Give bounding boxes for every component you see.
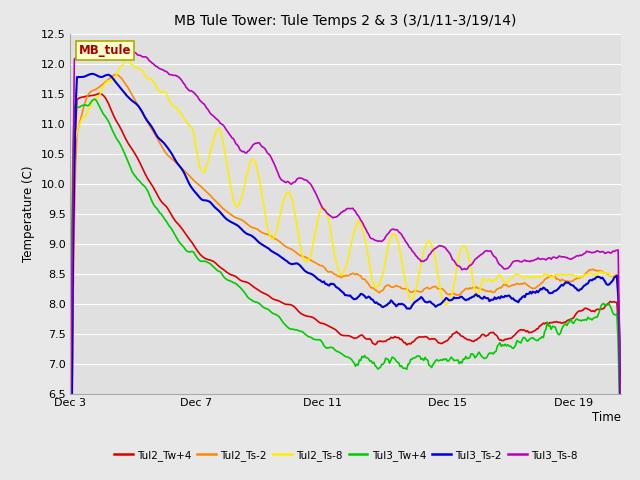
Tul3_Tw+4	[67, 464, 74, 470]
Tul3_Tw+4	[90, 96, 98, 102]
Tul2_Ts-8	[617, 477, 625, 480]
Tul2_Tw+4	[595, 307, 602, 312]
Tul2_Ts-8	[85, 107, 93, 112]
Tul3_Tw+4	[340, 352, 348, 358]
Tul3_Ts-8	[130, 48, 138, 54]
Tul2_Ts-8	[340, 268, 348, 274]
Tul2_Ts-8	[314, 218, 321, 224]
Tul3_Ts-8	[252, 140, 259, 146]
X-axis label: Time: Time	[592, 411, 621, 424]
Tul2_Ts-2	[340, 273, 348, 278]
Tul3_Tw+4	[521, 335, 529, 341]
Tul2_Ts-8	[252, 159, 259, 165]
Tul3_Ts-8	[85, 55, 93, 60]
Tul2_Ts-2	[617, 463, 625, 468]
Tul2_Ts-2	[595, 268, 602, 274]
Tul2_Ts-8	[67, 399, 74, 405]
Tul2_Tw+4	[340, 333, 348, 338]
Tul3_Tw+4	[595, 311, 602, 317]
Tul2_Tw+4	[95, 91, 103, 96]
Tul2_Tw+4	[85, 93, 93, 99]
Tul3_Ts-8	[67, 420, 74, 425]
Tul3_Ts-2	[89, 71, 97, 77]
Tul3_Ts-2	[340, 290, 348, 296]
Tul3_Ts-8	[595, 249, 602, 254]
Tul2_Ts-2	[111, 72, 119, 77]
Tul3_Ts-8	[521, 257, 529, 263]
Tul3_Ts-2	[521, 294, 529, 300]
Tul2_Tw+4	[521, 328, 529, 334]
Legend: Tul2_Tw+4, Tul2_Ts-2, Tul2_Ts-8, Tul3_Tw+4, Tul3_Ts-2, Tul3_Ts-8: Tul2_Tw+4, Tul2_Ts-2, Tul2_Ts-8, Tul3_Tw…	[109, 445, 582, 465]
Tul3_Ts-8	[617, 425, 625, 431]
Title: MB Tule Tower: Tule Temps 2 & 3 (3/1/11-3/19/14): MB Tule Tower: Tule Temps 2 & 3 (3/1/11-…	[175, 14, 516, 28]
Line: Tul2_Tw+4: Tul2_Tw+4	[70, 94, 621, 480]
Tul2_Ts-2	[252, 226, 259, 231]
Y-axis label: Temperature (C): Temperature (C)	[22, 165, 35, 262]
Tul2_Ts-2	[521, 280, 529, 286]
Tul3_Tw+4	[85, 102, 93, 108]
Line: Tul3_Tw+4: Tul3_Tw+4	[70, 99, 621, 480]
Line: Tul3_Ts-8: Tul3_Ts-8	[70, 51, 621, 428]
Tul3_Ts-2	[314, 276, 321, 282]
Line: Tul2_Ts-8: Tul2_Ts-8	[70, 59, 621, 480]
Tul2_Ts-8	[123, 56, 131, 62]
Tul3_Ts-2	[617, 461, 625, 467]
Tul2_Ts-2	[85, 91, 93, 96]
Tul3_Ts-2	[595, 274, 602, 280]
Line: Tul2_Ts-2: Tul2_Ts-2	[70, 74, 621, 480]
Line: Tul3_Ts-2: Tul3_Ts-2	[70, 74, 621, 480]
Tul3_Ts-2	[252, 236, 259, 242]
Tul2_Ts-8	[521, 275, 529, 280]
Tul2_Tw+4	[252, 285, 259, 291]
Tul2_Tw+4	[314, 318, 321, 324]
Text: MB_tule: MB_tule	[79, 44, 131, 58]
Tul2_Ts-8	[595, 270, 602, 276]
Tul3_Ts-8	[314, 194, 321, 200]
Tul3_Tw+4	[252, 300, 259, 305]
Tul3_Ts-2	[85, 72, 93, 78]
Tul3_Ts-8	[340, 208, 348, 214]
Tul2_Ts-2	[314, 261, 321, 266]
Tul3_Tw+4	[314, 337, 321, 343]
